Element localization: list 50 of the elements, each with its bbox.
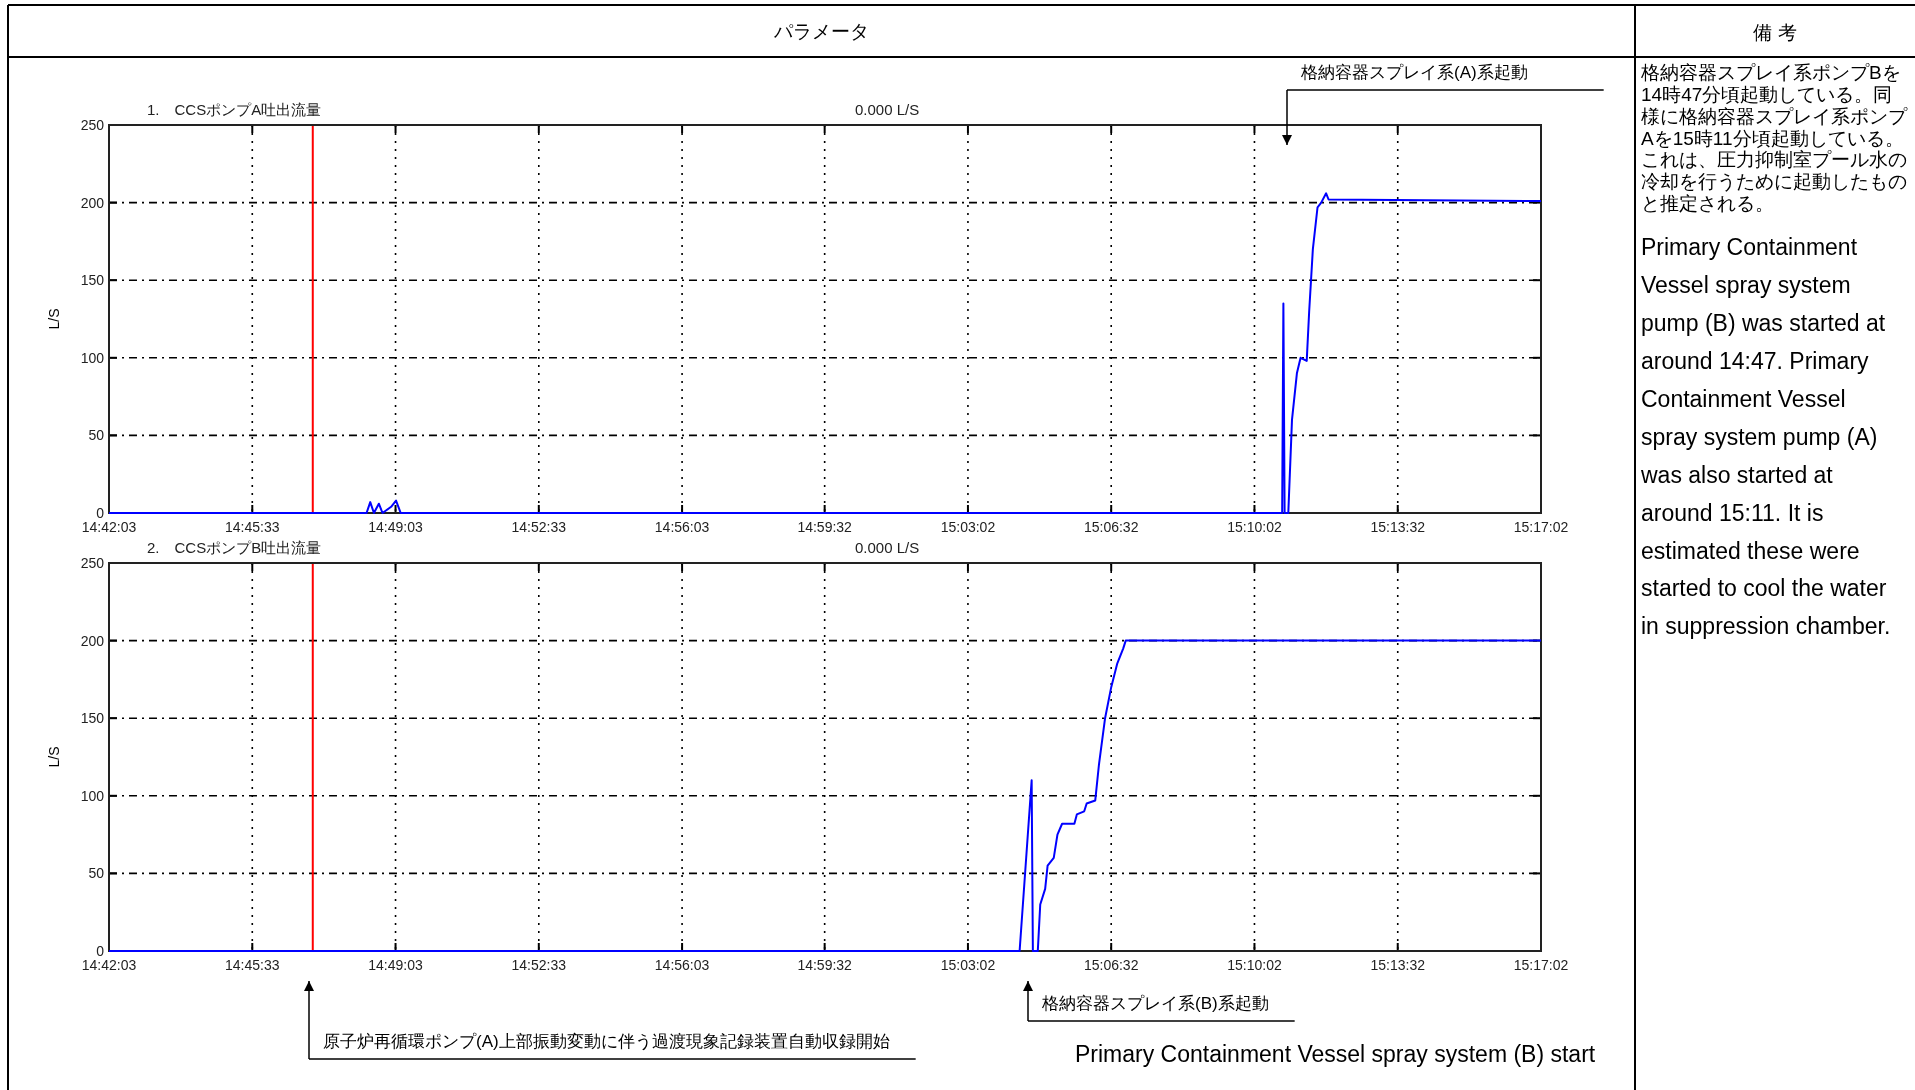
- text: 格納容器スプレイ系(A)系起動: [1300, 63, 1528, 82]
- x-tick-label: 15:03:02: [940, 519, 996, 535]
- x-tick-label: 14:49:03: [368, 519, 423, 535]
- x-tick-label: 15:06:32: [1083, 519, 1139, 535]
- x-tick-label: 14:42:03: [81, 519, 137, 535]
- x-tick-label: 14:45:33: [225, 957, 280, 973]
- chart-title: 2. CCSポンプB吐出流量: [147, 539, 322, 556]
- text: パラメータ: [773, 21, 869, 42]
- y-tick-label: 50: [88, 865, 105, 882]
- x-tick-label: 14:42:03: [81, 957, 137, 973]
- y-tick-label: 150: [80, 272, 105, 289]
- x-tick-label: 15:10:02: [1227, 519, 1282, 535]
- y-tick-label: 250: [80, 117, 105, 133]
- x-tick-label: 14:59:32: [797, 519, 853, 535]
- y-tick-label: 200: [80, 632, 105, 649]
- x-tick-label: 14:52:33: [511, 957, 567, 973]
- x-tick-label: 14:56:03: [654, 519, 710, 535]
- y-tick-label: 100: [80, 787, 105, 804]
- x-tick-label: 15:10:02: [1227, 957, 1282, 973]
- x-tick-label: 15:17:02: [1513, 519, 1569, 535]
- y-tick-label: 250: [80, 555, 105, 571]
- text: 0.000 L/S: [855, 539, 920, 556]
- text: 格納容器スプレイ系ポンプBを14時47分頃起動している。同様に格納容器スプレイ系ポンプAを15時11分頃起動している。これは、圧力抑制室プール水の冷却を行うために起動したものと推定される。: [1641, 62, 1907, 215]
- x-tick-label: 15:06:32: [1083, 957, 1139, 973]
- x-tick-label: 15:17:02: [1513, 957, 1569, 973]
- text: 格納容器スプレイ系(B)系起動: [1041, 994, 1269, 1013]
- y-axis-title: L/S: [46, 746, 62, 768]
- x-tick-label: 14:56:03: [654, 957, 710, 973]
- text: 備 考: [1753, 22, 1797, 43]
- text: Primary Containment Vessel spray system pump (B) was started at around 14:47. Primary Containment Vessel spray system pump (A) was also started at around 15:11. It is estimated these were started to cool the water in suppression chamber.: [1641, 234, 1891, 640]
- line-series: [108, 192, 1542, 514]
- text: 原子炉再循環ポンプ(A)上部振動変動に伴う過渡現象記録装置自動収録開始: [323, 1032, 890, 1051]
- y-axis-title: L/S: [46, 308, 62, 330]
- x-tick-label: 14:49:03: [368, 957, 423, 973]
- y-tick-label: 0: [96, 943, 105, 959]
- x-tick-label: 15:13:32: [1370, 957, 1426, 973]
- x-tick-label: 14:59:32: [797, 957, 853, 973]
- x-tick-label: 14:45:33: [225, 519, 280, 535]
- x-tick-label: 14:52:33: [511, 519, 567, 535]
- y-tick-label: 0: [96, 505, 105, 521]
- text: 0.000 L/S: [855, 101, 920, 118]
- y-tick-label: 100: [80, 349, 105, 366]
- chart-title: 1. CCSポンプA吐出流量: [147, 101, 322, 118]
- y-tick-label: 200: [80, 194, 105, 211]
- text: Primary Containment Vessel spray system (B) start: [1075, 1041, 1596, 1067]
- line-series: [108, 639, 1542, 952]
- y-tick-label: 50: [88, 427, 105, 444]
- y-tick-label: 150: [80, 710, 105, 727]
- x-tick-label: 15:13:32: [1370, 519, 1426, 535]
- x-tick-label: 15:03:02: [940, 957, 996, 973]
